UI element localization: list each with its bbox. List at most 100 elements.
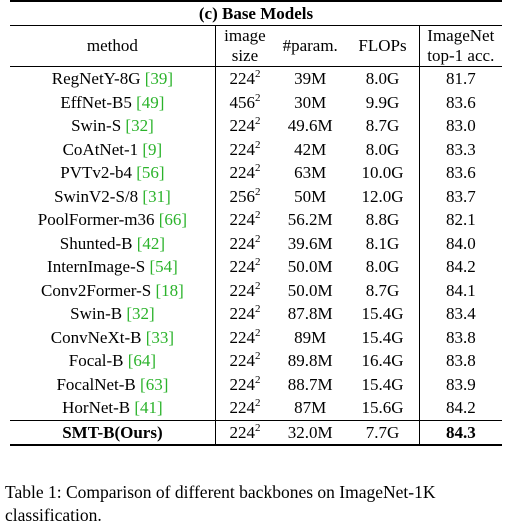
row-params: 88.7M xyxy=(287,374,333,394)
row-params: 39.6M xyxy=(287,233,333,253)
ours-size-base: 224 xyxy=(229,422,255,442)
row-flops: 12.0G xyxy=(361,186,404,206)
size-base: 224 xyxy=(229,210,255,229)
citation-link[interactable]: [41] xyxy=(134,398,163,417)
ours-params: 32.0M xyxy=(274,419,347,446)
row-params: 50.0M xyxy=(287,257,333,276)
row-params: 89.8M xyxy=(287,351,333,370)
row-image-size: 2242 xyxy=(214,208,275,232)
table-row: FocalNet-B [63] 2242 88.7M 15.4G 83.9 xyxy=(10,372,502,396)
row-params: 87.8M xyxy=(287,304,333,323)
citation-link[interactable]: [54] xyxy=(149,257,178,276)
row-flops: 15.4G xyxy=(361,374,404,394)
header-row-2: size top-1 acc. xyxy=(10,46,502,67)
section-title-row: (c) Base Models xyxy=(10,0,502,26)
results-table-container: (c) Base Models method image #param. FLO… xyxy=(10,0,502,446)
citation-link[interactable]: [66] xyxy=(158,210,188,229)
row-flops: 9.9G xyxy=(365,92,400,112)
row-acc: 83.4 xyxy=(418,302,502,326)
size-base: 456 xyxy=(229,92,255,112)
method-name: PVTv2-b4 xyxy=(60,163,133,182)
method-name: SwinV2-S/8 xyxy=(54,186,139,206)
citation-link[interactable]: [56] xyxy=(136,163,165,182)
row-acc: 83.6 xyxy=(418,161,502,185)
row-params: 89M xyxy=(294,327,327,347)
row-acc: 84.0 xyxy=(418,231,502,255)
header-row: method image #param. FLOPs ImageNet xyxy=(10,25,502,67)
row-flops: 8.0G xyxy=(365,257,400,276)
size-exp: 2 xyxy=(254,232,261,245)
row-flops: 15.6G xyxy=(361,398,404,417)
citation-link[interactable]: [33] xyxy=(145,327,175,347)
method-name: RegNetY-8G xyxy=(51,69,141,88)
citation-link[interactable]: [18] xyxy=(155,280,184,300)
citation-link[interactable]: [31] xyxy=(142,186,171,206)
size-exp: 2 xyxy=(254,91,261,104)
row-method: PoolFormer-m36 [66] xyxy=(10,208,215,232)
size-base: 224 xyxy=(229,374,255,394)
row-flops: 8.1G xyxy=(365,233,400,253)
method-name: EffNet-B5 xyxy=(60,92,132,112)
size-exp: 2 xyxy=(254,115,261,127)
row-flops: 15.4G xyxy=(361,304,404,323)
row-image-size: 4562 xyxy=(214,90,275,114)
citation-link[interactable]: [32] xyxy=(125,116,154,135)
row-acc: 84.1 xyxy=(418,278,502,302)
row-flops: 10.0G xyxy=(361,163,404,182)
citation-link[interactable]: [9] xyxy=(142,139,163,159)
size-exp: 2 xyxy=(254,326,261,339)
row-acc: 83.8 xyxy=(418,349,502,373)
row-flops: 8.8G xyxy=(365,210,400,229)
citation-link[interactable]: [49] xyxy=(136,92,165,112)
row-flops: 8.7G xyxy=(365,116,400,135)
table-row: CoAtNet-1 [9] 2242 42M 8.0G 83.3 xyxy=(10,137,502,161)
row-method: Swin-B [32] xyxy=(10,302,215,326)
size-exp: 2 xyxy=(254,68,261,80)
method-name: HorNet-B xyxy=(62,398,131,417)
citation-link[interactable]: [42] xyxy=(136,233,166,253)
method-name: Focal-B xyxy=(68,351,124,370)
citation-link[interactable]: [32] xyxy=(126,304,155,323)
results-table: (c) Base Models method image #param. FLO… xyxy=(10,0,502,446)
row-method: EffNet-B5 [49] xyxy=(10,91,215,115)
table-row: Conv2Former-S [18] 2242 50.0M 8.7G 84.1 xyxy=(10,278,502,302)
row-image-size: 2242 xyxy=(214,349,275,373)
table-row: Focal-B [64] 2242 89.8M 16.4G 83.8 xyxy=(10,349,502,373)
row-params: 42M xyxy=(294,139,327,159)
row-params: 50.0M xyxy=(287,280,333,300)
table-row: InternImage-S [54] 2242 50.0M 8.0G 84.2 xyxy=(10,255,502,279)
size-exp: 2 xyxy=(254,397,261,409)
size-base: 224 xyxy=(229,327,255,347)
table-row: PoolFormer-m36 [66] 2242 56.2M 8.8G 82.1 xyxy=(10,208,502,232)
table-row: Swin-S [32] 2242 49.6M 8.7G 83.0 xyxy=(10,114,502,138)
header-acc-2: top-1 acc. xyxy=(418,46,502,67)
table-row: ConvNeXt-B [33] 2242 89M 15.4G 83.8 xyxy=(10,325,502,349)
row-method: InternImage-S [54] xyxy=(10,255,215,279)
size-exp: 2 xyxy=(254,373,261,386)
row-acc: 81.7 xyxy=(418,66,502,91)
method-name: Swin-B xyxy=(70,304,123,323)
citation-link[interactable]: [39] xyxy=(144,69,174,88)
size-base: 256 xyxy=(229,186,255,206)
row-acc: 84.2 xyxy=(418,255,502,279)
row-params: 39M xyxy=(294,69,327,88)
table-row: Swin-B [32] 2242 87.8M 15.4G 83.4 xyxy=(10,302,502,326)
row-image-size: 2242 xyxy=(214,278,275,302)
row-image-size: 2242 xyxy=(214,325,275,349)
table-row: HorNet-B [41] 2242 87M 15.6G 84.2 xyxy=(10,396,502,420)
row-method: SwinV2-S/8 [31] xyxy=(10,185,215,209)
size-base: 224 xyxy=(229,116,255,135)
table-row-ours: SMT-B(Ours) 2242 32.0M 7.7G 84.3 xyxy=(10,419,502,446)
size-base: 224 xyxy=(229,257,255,276)
citation-link[interactable]: [63] xyxy=(140,374,169,394)
header-method: method xyxy=(10,25,216,67)
row-image-size: 2242 xyxy=(214,302,275,326)
size-exp: 2 xyxy=(254,350,261,362)
citation-link[interactable]: [64] xyxy=(127,351,157,370)
size-base: 224 xyxy=(229,139,255,159)
row-image-size: 2242 xyxy=(214,114,275,138)
row-acc: 83.0 xyxy=(418,114,502,138)
row-params: 56.2M xyxy=(287,210,333,229)
row-method: PVTv2-b4 [56] xyxy=(10,161,215,185)
size-exp: 2 xyxy=(254,256,261,268)
